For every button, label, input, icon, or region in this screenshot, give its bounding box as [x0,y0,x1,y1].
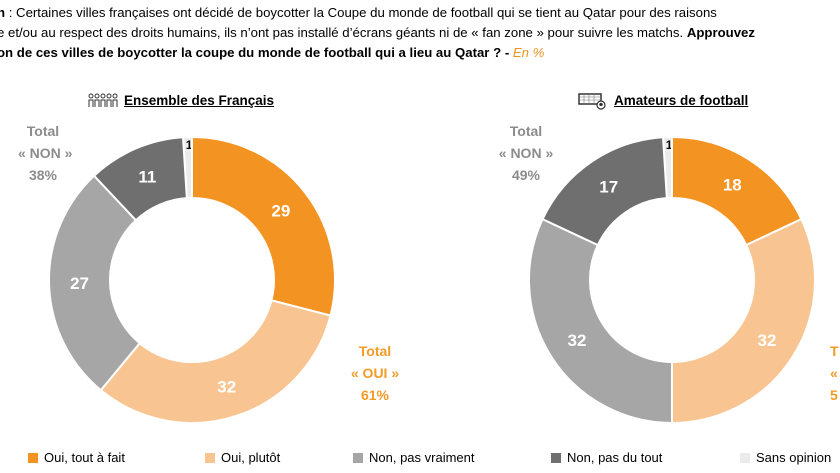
question-line-3-text: on de ces villes de boycotter la coupe d… [0,45,510,60]
slice-label-oui-plutot: 32 [217,377,236,396]
slice-oui-plutot [671,217,816,425]
legend-item-non-pas-du-tout: Non, pas du tout [551,450,662,465]
slice-label-non-pas-du-tout: 17 [599,177,618,196]
total-non-ensemble-value: 38% [28,167,58,183]
donut-chart-ensemble: 1 29 32 27 11 [48,135,336,424]
total-non-ensemble-line2: « NON » [18,145,73,161]
total-oui-ensemble-line1: Total [358,343,392,359]
total-oui-amateurs: T « 5 [830,340,840,406]
unit-label: En % [512,45,545,60]
total-oui-amateurs-line1: T [830,343,839,359]
legend-swatch [740,452,750,463]
legend: Oui, tout à fait Oui, plutôt Non, pas vr… [0,450,840,470]
slice-label-oui-tout-a-fait: 18 [723,176,742,195]
legend-swatch [353,452,363,463]
people-icon [88,93,118,107]
total-oui-amateurs-line2: « [830,365,838,381]
chart-title-amateurs: Amateurs de football [614,93,749,108]
total-oui-amateurs-value: 5 [830,387,838,403]
legend-label: Non, pas du tout [567,450,663,465]
question-line-3: on de ces villes de boycotter la coupe d… [0,43,840,63]
question-text: n : Certaines villes françaises ont déci… [0,3,840,63]
legend-item-non-pas-vraiment: Non, pas vraiment [353,450,475,465]
football-goal-icon [578,93,606,110]
slice-oui-plutot [99,299,332,424]
slice-non-pas-du-tout [541,136,668,247]
slice-label-sans-opinion: 1 [666,138,673,152]
slice-non-pas-vraiment [528,217,673,425]
legend-item-oui-plutot: Oui, plutôt [205,450,280,465]
slice-label-sans-opinion: 1 [186,138,193,152]
legend-swatch [205,452,215,463]
legend-swatch [551,452,561,463]
total-oui-ensemble-value: 61% [360,387,390,403]
slice-oui-tout-a-fait [191,135,336,317]
legend-label: Oui, plutôt [221,450,281,465]
legend-swatch [28,452,38,463]
slice-label-oui-plutot: 32 [758,331,777,350]
slice-non-pas-du-tout [92,136,188,222]
total-non-amateurs-line1: Total [509,123,543,139]
total-non-ensemble: Total « NON » 38% [18,120,73,186]
slice-label-non-pas-vraiment: 27 [70,274,89,293]
slice-non-pas-vraiment [48,174,142,392]
chart-title-ensemble: Ensemble des Français [124,93,275,108]
total-oui-ensemble: Total « OUI » 61% [345,340,405,406]
question-line-2-text: e et/ou au respect des droits humains, i… [0,25,684,40]
question-line-1: n : Certaines villes françaises ont déci… [0,5,717,20]
total-oui-ensemble-line2: « OUI » [350,365,400,381]
total-non-ensemble-line1: Total [26,123,60,139]
legend-item-sans-opinion: Sans opinion [740,450,831,465]
donut-chart-amateurs: 1 18 32 32 17 [528,135,816,425]
total-non-amateurs-value: 49% [511,167,541,183]
legend-label: Sans opinion [756,450,832,465]
slice-label-non-pas-vraiment: 32 [568,331,587,350]
legend-label: Oui, tout à fait [44,450,125,465]
question-line-2-bold: Approuvez [686,25,755,40]
slice-label-oui-tout-a-fait: 29 [271,202,290,221]
question-line-2: e et/ou au respect des droits humains, i… [0,23,840,43]
legend-label: Non, pas vraiment [369,450,475,465]
legend-item-oui-tout-a-fait: Oui, tout à fait [28,450,125,465]
total-non-amateurs-line2: « NON » [498,145,554,161]
slice-label-non-pas-du-tout: 11 [138,167,156,186]
total-non-amateurs: Total « NON » 49% [493,120,559,186]
